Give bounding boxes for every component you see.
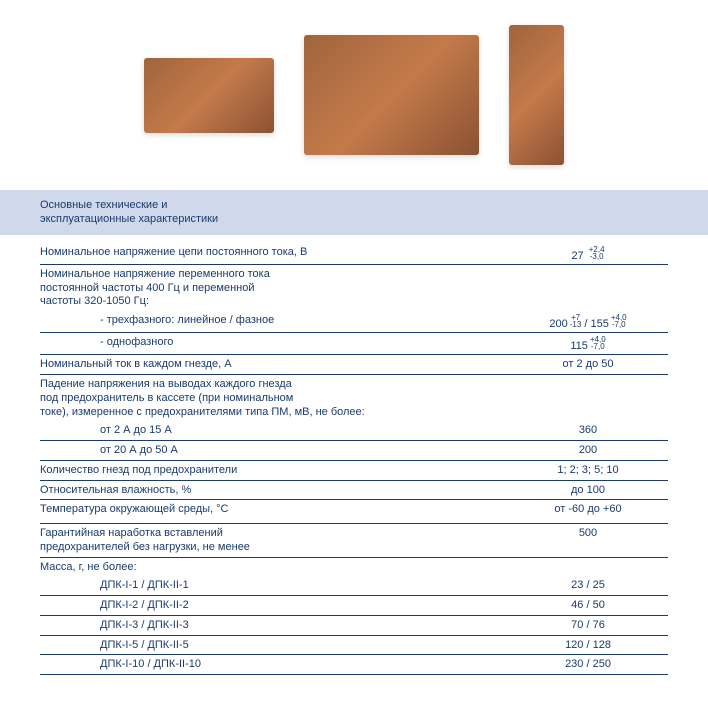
drop-2-15-value: 360 [508,424,668,436]
single-phase-v1: 115 [570,340,588,352]
tol-dn: -13 [570,321,582,328]
nominal-current-value: от 2 до 50 [508,358,668,370]
mass-2-label: ДПК-I-2 / ДПК-II-2 [40,599,508,613]
spec-table: Номинальное напряжение цепи постоянного … [0,243,708,676]
drop-20-50-value: 200 [508,444,668,456]
single-phase-label: - однофазного [40,336,508,350]
three-phase-v1: 200 [549,318,567,330]
lifetime-value: 500 [508,527,668,539]
temperature-label: Температура окружающей среды, °С [40,503,508,517]
header-line-2: эксплуатационные характеристики [40,212,668,226]
row-single-phase: - однофазного 115+4,0-7,0 [40,333,668,355]
section-header: Основные технические и эксплуатационные … [0,190,708,235]
ac-hdr-l1: Номинальное напряжение переменного тока [40,268,498,282]
drop-hdr-l2: под предохранитель в кассете (при номина… [40,392,498,406]
row-mass-3: ДПК-I-3 / ДПК-II-3 70 / 76 [40,616,668,636]
tol-dn: -7,0 [590,343,606,350]
single-phase-value: 115+4,0-7,0 [508,336,668,352]
row-mass-5: ДПК-I-5 / ДПК-II-5 120 / 128 [40,636,668,656]
row-temperature: Температура окружающей среды, °С от -60 … [40,500,668,524]
nominal-current-label: Номинальный ток в каждом гнезде, А [40,358,508,372]
header-line-1: Основные технические и [40,198,668,212]
product-image-3 [509,25,564,165]
row-sockets: Количество гнезд под предохранители 1; 2… [40,461,668,481]
row-humidity: Относительная влажность, % до 100 [40,481,668,501]
mass-5-value: 120 / 128 [508,639,668,651]
dc-voltage-label: Номинальное напряжение цепи постоянного … [40,246,508,260]
row-lifetime: Гарантийная наработка вставлений предохр… [40,524,668,558]
mass-header-label: Масса, г, не более: [40,561,508,575]
tol-dn: -3,0 [589,253,605,260]
row-mass-1: ДПК-I-1 / ДПК-II-1 23 / 25 [40,576,668,596]
temperature-value: от -60 до +60 [508,503,668,515]
mass-1-value: 23 / 25 [508,579,668,591]
row-ac-header: Номинальное напряжение переменного тока … [40,265,668,311]
ac-hdr-l2: постоянной частоты 400 Гц и переменной [40,282,498,296]
mass-10-value: 230 / 250 [508,658,668,670]
three-phase-tol1: +7-13 [570,314,582,328]
single-phase-tol: +4,0-7,0 [590,336,606,350]
row-drop-header: Падение напряжения на выводах каждого гн… [40,375,668,421]
mass-3-value: 70 / 76 [508,619,668,631]
humidity-value: до 100 [508,484,668,496]
row-nominal-current: Номинальный ток в каждом гнезде, А от 2 … [40,355,668,375]
sockets-value: 1; 2; 3; 5; 10 [508,464,668,476]
row-mass-2: ДПК-I-2 / ДПК-II-2 46 / 50 [40,596,668,616]
mass-3-label: ДПК-I-3 / ДПК-II-3 [40,619,508,633]
ac-hdr-l3: частоты 320-1050 Гц: [40,295,498,309]
row-three-phase: - трехфазного: линейное / фазное 200+7-1… [40,311,668,333]
drop-hdr-l1: Падение напряжения на выводах каждого гн… [40,378,498,392]
product-image-2 [304,35,479,155]
lifetime-label: Гарантийная наработка вставлений предохр… [40,527,508,555]
sockets-label: Количество гнезд под предохранители [40,464,508,478]
product-image-1 [144,58,274,133]
three-phase-label: - трехфазного: линейное / фазное [40,314,508,328]
three-phase-tol2: +4,0-7,0 [611,314,627,328]
lifetime-l1: Гарантийная наработка вставлений [40,527,498,541]
lifetime-l2: предохранителей без нагрузки, не менее [40,541,498,555]
mass-5-label: ДПК-I-5 / ДПК-II-5 [40,639,508,653]
row-drop-2-15: от 2 А до 15 А 360 [40,421,668,441]
dc-voltage-value: 27 +2,4 -3,0 [508,246,668,262]
drop-header-label: Падение напряжения на выводах каждого гн… [40,378,508,419]
ac-header-label: Номинальное напряжение переменного тока … [40,268,508,309]
three-phase-v2: 155 [590,318,608,330]
drop-2-15-label: от 2 А до 15 А [40,424,508,438]
mass-1-label: ДПК-I-1 / ДПК-II-1 [40,579,508,593]
row-drop-20-50: от 20 А до 50 А 200 [40,441,668,461]
row-mass-10: ДПК-I-10 / ДПК-II-10 230 / 250 [40,655,668,675]
mass-2-value: 46 / 50 [508,599,668,611]
dc-voltage-main: 27 [571,250,583,262]
drop-hdr-l3: токе), измеренное с предохранителями тип… [40,406,498,420]
tol-dn: -7,0 [611,321,627,328]
three-phase-value: 200+7-13 / 155+4,0-7,0 [508,314,668,330]
drop-20-50-label: от 20 А до 50 А [40,444,508,458]
dc-voltage-tolerance: +2,4 -3,0 [589,246,605,260]
row-mass-header: Масса, г, не более: [40,558,668,577]
humidity-label: Относительная влажность, % [40,484,508,498]
row-dc-voltage: Номинальное напряжение цепи постоянного … [40,243,668,265]
mass-10-label: ДПК-I-10 / ДПК-II-10 [40,658,508,672]
product-images [0,0,708,180]
